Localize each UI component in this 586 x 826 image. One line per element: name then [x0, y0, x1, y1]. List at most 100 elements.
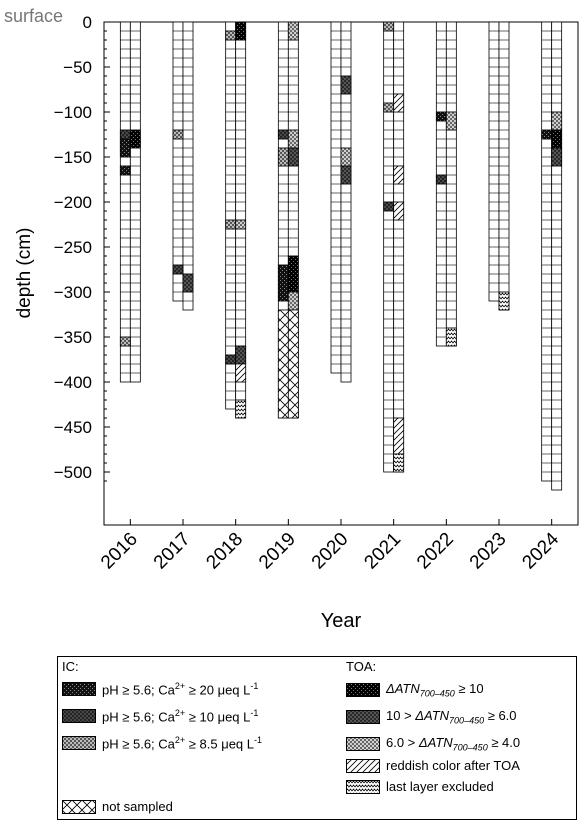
segment-toa6	[340, 75, 352, 95]
segment-toa10	[129, 129, 141, 149]
segment-ic85	[225, 219, 237, 230]
y-tick-label: −250	[54, 238, 92, 257]
legend-ic-title: IC:	[62, 659, 79, 674]
segment-notsampled	[277, 309, 289, 419]
segment-ic10	[172, 264, 184, 275]
segment-ic10	[119, 129, 131, 140]
column-outline	[330, 21, 342, 374]
legend-item-ic10: pH ≥ 5.6; Ca2+ ≥ 10 μeq L-1	[62, 708, 258, 724]
segment-toa4	[551, 111, 563, 131]
segment-toa6	[287, 147, 299, 167]
column-toa-2024	[551, 21, 563, 491]
segment-ic20	[541, 129, 553, 140]
segment-reddish	[393, 417, 405, 455]
legend-item-label: pH ≥ 5.6; Ca2+ ≥ 10 μeq L-1	[102, 708, 259, 725]
y-tick-label: −100	[54, 103, 92, 122]
legend-item-notsampled: not sampled	[62, 799, 173, 814]
year-2020-columns	[330, 21, 352, 383]
legend-swatch	[346, 779, 380, 794]
y-tick-label: −500	[54, 463, 92, 482]
segment-toa6	[340, 165, 352, 185]
segment-toa10	[235, 21, 247, 41]
segment-reddish	[393, 93, 405, 113]
segment-toa6	[551, 147, 563, 167]
segment-toa10	[551, 129, 563, 149]
segment-toa4	[287, 291, 299, 311]
segment-toa4	[235, 219, 247, 230]
segment-ic85	[383, 102, 395, 113]
y-tick-label: −50	[63, 58, 92, 77]
year-2023-columns	[488, 21, 510, 311]
segment-toa4	[445, 111, 457, 131]
year-2024-columns	[541, 21, 563, 491]
legend-swatch	[62, 682, 96, 697]
segment-ic85	[172, 129, 184, 140]
year-2019-columns	[277, 21, 299, 419]
column-toa-2017	[182, 21, 194, 311]
legend-swatch	[62, 799, 96, 814]
legend-toa-title: TOA:	[346, 659, 377, 674]
column-ic-2016	[119, 21, 131, 383]
segment-ic85	[383, 21, 395, 32]
column-outline	[225, 21, 237, 410]
column-ic-2021	[383, 21, 395, 473]
segment-excluded	[445, 327, 457, 347]
segment-ic85	[119, 336, 131, 347]
column-ic-2020	[330, 21, 342, 374]
y-tick-label: −150	[54, 148, 92, 167]
depth-profile-chart: surface 0 −50 −100 −150 −200 −250 −300 −350 −400…	[4, 6, 579, 632]
segment-ic20	[119, 165, 131, 176]
segment-ic10	[277, 129, 289, 140]
segment-toa4	[287, 129, 299, 149]
x-tick-label: 2016	[97, 529, 142, 574]
x-tick-label: 2020	[308, 529, 353, 574]
column-toa-2023	[498, 21, 510, 311]
y-axis-label: depth (cm)	[14, 228, 35, 319]
legend-item-label: ΔATN700–450 ≥ 10	[386, 681, 484, 699]
y-tick-label: 0	[83, 13, 92, 32]
legend-item-label: last layer excluded	[386, 779, 494, 794]
bar-columns	[119, 21, 563, 491]
segment-ic10	[383, 201, 395, 212]
column-toa-2022	[445, 21, 457, 347]
segment-toa6	[235, 345, 247, 365]
legend-item-label: reddish color after TOA	[386, 758, 520, 773]
segment-excluded	[235, 399, 247, 419]
x-axis-label: Year	[321, 610, 362, 632]
column-toa-2016	[129, 21, 141, 383]
segment-toa4	[287, 21, 299, 41]
legend: IC: TOA: pH ≥ 5.6; Ca2+ ≥ 20 μeq L-1 pH ≥…	[57, 656, 577, 820]
segment-excluded	[498, 291, 510, 311]
segment-excluded	[393, 453, 405, 473]
segment-reddish	[393, 165, 405, 185]
x-tick-label: 2023	[466, 529, 511, 574]
year-2016-columns	[119, 21, 141, 383]
legend-item-label: not sampled	[102, 799, 173, 814]
year-2017-columns	[172, 21, 194, 311]
segment-ic10	[435, 174, 447, 185]
surface-label: surface	[4, 6, 63, 26]
x-tick-label: 2017	[150, 529, 195, 574]
column-outline	[488, 21, 500, 302]
legend-swatch	[346, 682, 380, 697]
column-ic-2024	[541, 21, 553, 482]
y-tick-label: −400	[54, 373, 92, 392]
segment-ic20	[119, 138, 131, 158]
legend-item-label: pH ≥ 5.6; Ca2+ ≥ 8.5 μeq L-1	[102, 735, 263, 752]
legend-item-label: 6.0 > ΔATN700–450 ≥ 4.0	[386, 735, 521, 753]
legend-item-reddish: reddish color after TOA	[346, 758, 520, 773]
legend-item-ic85: pH ≥ 5.6; Ca2+ ≥ 8.5 μeq L-1	[62, 735, 262, 751]
x-axis: 2016 2017 2018 2019 2020 2021 2022 2023 2024	[97, 519, 563, 573]
segment-toa4	[340, 147, 352, 167]
column-outline	[541, 21, 553, 482]
x-tick-label: 2021	[360, 529, 405, 574]
segment-reddish	[393, 201, 405, 221]
segment-ic10	[225, 354, 237, 365]
x-tick-label: 2022	[413, 529, 458, 574]
segment-toa10	[287, 255, 299, 293]
column-ic-2023	[488, 21, 500, 302]
legend-item-excluded: last layer excluded	[346, 779, 494, 794]
legend-swatch	[346, 736, 380, 751]
segment-ic20	[435, 111, 447, 122]
year-2022-columns	[435, 21, 457, 347]
